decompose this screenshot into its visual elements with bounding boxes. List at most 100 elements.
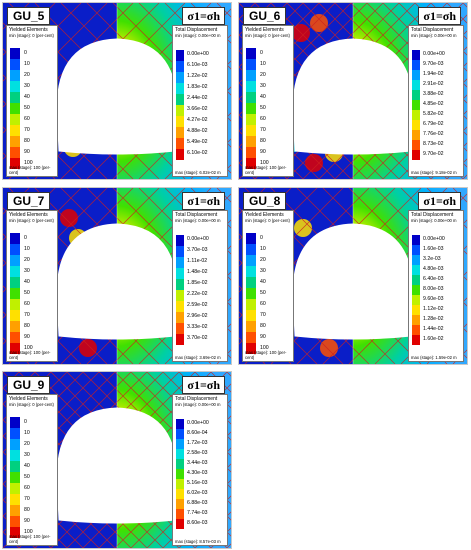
legend-swatch <box>412 305 420 315</box>
legend-swatch <box>412 295 420 305</box>
legend-label: 6.10e-02 <box>187 150 208 156</box>
legend-swatch <box>412 325 420 335</box>
panel-gu_5: GU_5 σ1=σh Yielded Elements min (stage): 0 … <box>2 2 232 180</box>
case-label: GU_7 <box>7 192 51 210</box>
legend-swatch <box>176 419 184 429</box>
yield-legend-min: min (stage): 0 (per-cent) <box>9 218 54 223</box>
legend-label: 2.91e-02 <box>423 81 444 87</box>
displacement-legend-min: min (stage): 0.00e+00 m <box>175 33 221 38</box>
legend-swatch <box>10 103 20 114</box>
legend-swatch <box>176 246 184 257</box>
legend-label: 3.2e-03 <box>423 256 441 262</box>
legend-swatch <box>176 429 184 439</box>
legend-label: 0 <box>24 419 27 425</box>
legend-swatch <box>246 343 256 354</box>
legend-label: 40 <box>260 279 266 285</box>
legend-label: 90 <box>24 149 30 155</box>
legend-swatch <box>246 321 256 332</box>
legend-swatch <box>10 59 20 70</box>
legend-swatch <box>246 158 256 169</box>
legend-swatch <box>176 459 184 469</box>
legend-label: 3.44e-03 <box>187 460 208 466</box>
legend-label: 1.94e-02 <box>423 71 444 77</box>
legend-label: 30 <box>260 83 266 89</box>
legend-swatch <box>176 499 184 509</box>
legend-swatch <box>10 70 20 81</box>
legend-swatch <box>176 116 184 127</box>
legend-swatch <box>176 449 184 459</box>
legend-label: 100 <box>24 160 33 166</box>
legend-swatch <box>10 125 20 136</box>
legend-swatch <box>412 265 420 275</box>
legend-label: 0.00e+00 <box>187 420 209 426</box>
legend-label: 6.40e-03 <box>423 276 444 282</box>
panel-gu_6: GU_6 σ1=σh Yielded Elements min (stage): 0 … <box>238 2 468 180</box>
displacement-legend-max: max (stage): 1.59e-02 m <box>411 355 457 360</box>
legend-swatch <box>412 335 420 345</box>
legend-swatch <box>246 81 256 92</box>
displacement-legend: Total Displacement min (stage): 0.00e+00 … <box>172 394 228 546</box>
legend-label: 100 <box>24 345 33 351</box>
yield-legend-title: Yielded Elements <box>9 27 48 33</box>
legend-swatch <box>246 310 256 321</box>
yield-legend-title: Yielded Elements <box>245 212 284 218</box>
legend-swatch <box>412 50 420 60</box>
legend-label: 3.66e-02 <box>187 106 208 112</box>
legend-swatch <box>10 288 20 299</box>
legend-label: 30 <box>24 268 30 274</box>
legend-label: 2.59e-02 <box>187 302 208 308</box>
legend-swatch <box>246 136 256 147</box>
legend-label: 20 <box>260 72 266 78</box>
legend-label: 20 <box>24 441 30 447</box>
legend-label: 80 <box>24 507 30 513</box>
legend-label: 6.10e-03 <box>187 62 208 68</box>
legend-swatch <box>10 516 20 527</box>
legend-swatch <box>10 277 20 288</box>
legend-label: 1.60e-02 <box>423 336 444 342</box>
yield-legend-max: max (stage): 100 (per-cent) <box>9 534 51 544</box>
legend-label: 40 <box>260 94 266 100</box>
legend-swatch <box>176 94 184 105</box>
legend-label: 1.48e-02 <box>187 269 208 275</box>
legend-swatch <box>10 158 20 169</box>
legend-label: 0 <box>24 50 27 56</box>
legend-label: 0.00e+00 <box>423 51 445 57</box>
legend-swatch <box>10 343 20 354</box>
displacement-legend: Total Displacement min (stage): 0.00e+00 … <box>172 210 228 362</box>
legend-label: 100 <box>260 345 269 351</box>
legend-swatch <box>246 266 256 277</box>
legend-swatch <box>10 417 20 428</box>
legend-label: 2.22e-02 <box>187 291 208 297</box>
legend-label: 3.33e-02 <box>187 324 208 330</box>
legend-swatch <box>412 120 420 130</box>
legend-label: 2.44e-02 <box>187 95 208 101</box>
legend-label: 4.80e-03 <box>423 266 444 272</box>
legend-label: 6.79e-02 <box>423 121 444 127</box>
yield-legend-min: min (stage): 0 (per-cent) <box>9 33 54 38</box>
legend-swatch <box>176 509 184 519</box>
legend-label: 30 <box>260 268 266 274</box>
legend-swatch <box>10 147 20 158</box>
legend-label: 2.96e-02 <box>187 313 208 319</box>
legend-swatch <box>246 59 256 70</box>
legend-label: 4.88e-02 <box>187 128 208 134</box>
legend-swatch <box>10 527 20 538</box>
legend-swatch <box>10 48 20 59</box>
panel-gu_8: GU_8 σ1=σh Yielded Elements min (stage): 0 … <box>238 187 468 365</box>
legend-label: 30 <box>24 452 30 458</box>
legend-label: 9.70e-02 <box>423 151 444 157</box>
legend-swatch <box>246 70 256 81</box>
legend-label: 0.00e+00 <box>187 236 209 242</box>
legend-label: 80 <box>260 323 266 329</box>
legend-label: 6.02e-03 <box>187 490 208 496</box>
legend-label: 70 <box>24 496 30 502</box>
yield-legend: Yielded Elements min (stage): 0 (per-cent… <box>6 394 58 546</box>
yield-legend: Yielded Elements min (stage): 0 (per-cent… <box>242 25 294 177</box>
legend-swatch <box>10 255 20 266</box>
legend-swatch <box>10 461 20 472</box>
displacement-legend-title: Total Displacement <box>411 212 454 218</box>
legend-swatch <box>10 136 20 147</box>
legend-swatch <box>176 290 184 301</box>
legend-swatch <box>10 332 20 343</box>
yield-legend-title: Yielded Elements <box>9 212 48 218</box>
